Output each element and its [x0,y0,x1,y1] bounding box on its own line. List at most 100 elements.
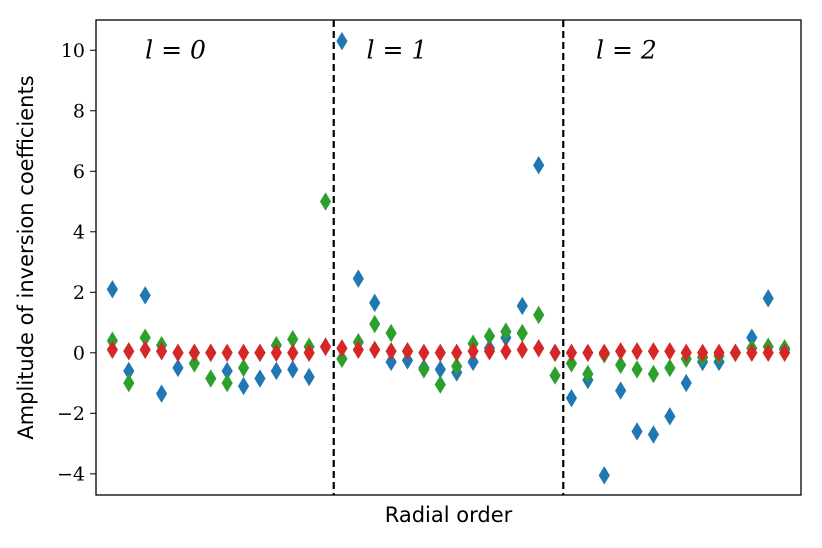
data-point [123,342,135,361]
data-point [319,337,332,356]
data-point [401,342,414,361]
data-point [549,343,561,363]
data-point [369,314,381,334]
data-point [762,343,774,363]
data-point [123,373,135,393]
data-point [582,343,594,363]
data-point [615,381,627,400]
plot-frame [95,19,802,496]
data-point [237,343,250,363]
section-dividers [332,20,565,495]
data-point [303,343,315,363]
data-point [139,340,151,359]
data-point [451,343,463,363]
data-points [106,31,791,485]
data-point [385,342,397,361]
y-tick-label: 10 [61,40,85,62]
data-point [270,361,282,381]
section-label: l = 2 [596,35,657,64]
data-point [287,329,299,349]
section-label: l = 1 [367,35,428,64]
data-point [565,388,578,408]
data-point [221,343,233,363]
data-point [172,358,184,378]
series-2 [106,337,791,363]
data-point [155,342,168,361]
data-point [451,357,463,376]
data-point [385,352,397,372]
data-point [516,296,528,316]
data-point [303,367,315,387]
data-point [729,343,742,363]
data-point [533,156,545,175]
data-point [615,342,627,361]
data-point [631,360,643,379]
series-1 [106,192,791,394]
data-point [172,343,184,363]
section-labels: l = 0 l = 1 l = 2 [145,35,657,64]
data-point [647,364,660,384]
data-point [598,343,610,363]
data-point [549,366,561,385]
data-point [516,323,528,343]
data-point [352,340,364,359]
data-point [221,373,233,393]
data-point [155,384,168,403]
data-point [254,369,266,388]
data-point [352,269,364,288]
data-point [500,342,512,361]
data-point [697,343,709,363]
data-point [139,328,151,347]
x-axis-label: Radial order [385,503,513,527]
data-point [533,305,545,325]
data-point [287,360,299,379]
data-point [467,342,479,361]
data-point [680,343,692,363]
data-point [418,343,430,363]
data-point [336,349,348,369]
data-point [287,343,299,363]
data-point [369,340,381,359]
data-point [713,343,725,363]
y-tick-label: 8 [73,100,85,122]
data-point [516,340,528,359]
data-point [467,352,479,372]
data-point [533,339,545,358]
data-point [369,293,381,313]
data-point [205,369,217,388]
data-point [139,286,151,305]
data-point [483,326,496,346]
data-point [336,31,348,51]
data-point [434,343,446,363]
data-point [188,354,200,373]
data-point [615,355,627,375]
data-point [188,343,200,363]
data-point [746,343,758,363]
data-point [336,339,348,358]
data-point [631,342,643,361]
section-label: l = 0 [145,35,206,64]
data-point [565,354,578,373]
y-tick-label: 2 [73,282,85,304]
data-point [270,343,282,363]
y-tick-label: −4 [57,463,85,485]
data-point [434,375,446,394]
data-point [762,289,774,308]
data-point [779,343,791,363]
data-point [647,425,660,444]
data-point [319,192,332,211]
data-point [565,343,578,363]
data-point [205,343,217,363]
data-point [746,328,758,347]
series-0 [106,31,791,485]
y-axis-ticks: −4 −2 0 2 4 6 8 10 [57,40,96,485]
data-point [418,360,430,379]
y-tick-label: 0 [73,342,85,364]
data-point [385,323,397,343]
data-point [500,322,512,341]
data-point [664,358,676,378]
data-point [221,361,233,381]
data-point [434,360,446,379]
data-point [254,343,266,363]
